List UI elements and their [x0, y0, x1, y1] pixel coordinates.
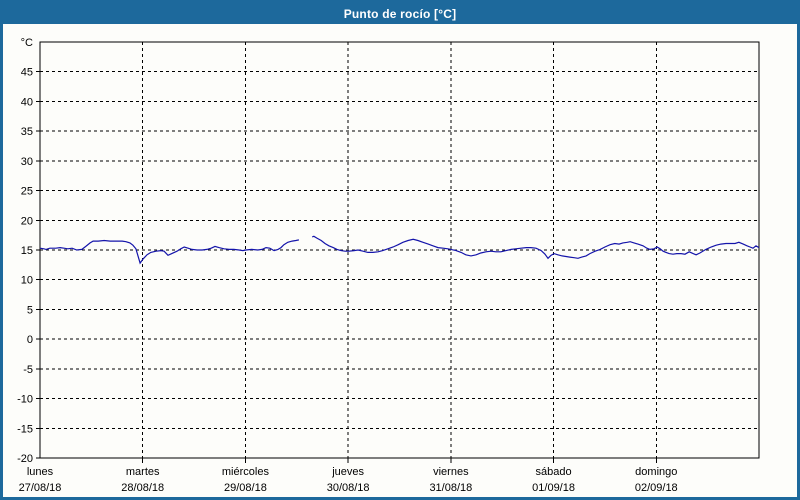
- x-day-date: 29/08/18: [224, 482, 267, 494]
- x-day-name: miércoles: [222, 466, 270, 478]
- y-tick-label: 45: [21, 67, 33, 79]
- y-tick-label: 25: [21, 186, 33, 198]
- x-day-name: lunes: [27, 466, 54, 478]
- dew-point-line-segment: [312, 235, 760, 260]
- chart-area: 45 40 35 30 25 20 15 10 5 0 -5 -10 -15 -20 °C lunes 27/0…: [3, 24, 797, 497]
- y-tick-label: -10: [17, 394, 33, 406]
- x-day-date: 30/08/18: [327, 482, 370, 494]
- x-day-date: 31/08/18: [429, 482, 472, 494]
- y-tick-label: 30: [21, 156, 33, 168]
- dew-point-line-segment: [39, 239, 300, 265]
- y-tick-label: 35: [21, 126, 33, 138]
- y-tick-label: 10: [21, 275, 33, 287]
- y-tick-label: -5: [23, 364, 33, 376]
- x-day-date: 01/09/18: [532, 482, 575, 494]
- dew-point-line: [39, 235, 760, 265]
- y-tick-label: 0: [27, 334, 33, 346]
- dew-point-chart: 45 40 35 30 25 20 15 10 5 0 -5 -10 -15 -20 °C lunes 27/0…: [17, 37, 760, 494]
- x-day-name: domingo: [635, 466, 677, 478]
- x-day-name: sábado: [536, 466, 572, 478]
- plot-border: [39, 41, 760, 459]
- y-tick-label: -15: [17, 423, 33, 435]
- y-tick-label: 15: [21, 245, 33, 257]
- x-day-date: 02/09/18: [635, 482, 678, 494]
- y-tick-label: 40: [21, 96, 33, 108]
- x-day-date: 28/08/18: [121, 482, 164, 494]
- y-tick-label: 5: [27, 304, 33, 316]
- chart-title: Punto de rocío [°C]: [343, 6, 457, 21]
- x-axis-labels: lunes 27/08/18 martes 28/08/18 miércoles 29/0…: [19, 466, 678, 494]
- x-day-name: jueves: [331, 466, 364, 478]
- y-tick-label: -20: [17, 453, 33, 465]
- y-axis-labels: 45 40 35 30 25 20 15 10 5 0 -5 -10 -15 -20 °C: [17, 37, 40, 465]
- y-tick-label: 20: [21, 215, 33, 227]
- x-gridlines: [142, 42, 657, 463]
- y-gridlines: [40, 71, 759, 429]
- y-axis-unit-label: °C: [21, 37, 33, 49]
- x-day-name: martes: [126, 466, 160, 478]
- chart-title-bar: Punto de rocío [°C]: [3, 3, 797, 24]
- x-day-name: viernes: [433, 466, 469, 478]
- x-day-date: 27/08/18: [19, 482, 62, 494]
